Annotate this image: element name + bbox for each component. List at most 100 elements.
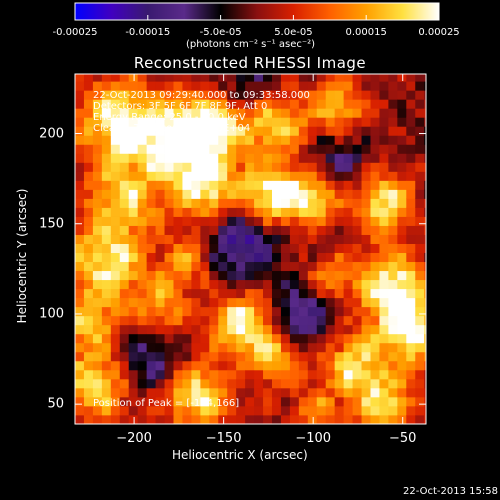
heatmap-cell (415, 171, 425, 181)
heatmap-cell (146, 74, 156, 82)
heatmap-cell (298, 306, 309, 317)
heatmap-cell (119, 90, 130, 100)
heatmap-cell (316, 171, 327, 181)
heatmap-cell (254, 117, 264, 127)
heatmap-cell (352, 153, 362, 163)
heatmap-cell (307, 99, 318, 109)
heatmap-cell (173, 252, 183, 263)
heatmap-cell (218, 288, 228, 299)
heatmap-cell (370, 216, 380, 226)
heatmap-cell (334, 74, 345, 82)
heatmap-cell (110, 369, 121, 380)
heatmap-cell (101, 216, 112, 226)
heatmap-cell (182, 360, 192, 371)
heatmap-cell (379, 162, 389, 172)
heatmap-cell (236, 252, 246, 263)
heatmap-cell (388, 207, 398, 217)
heatmap-cell (307, 81, 318, 91)
heatmap-cell (218, 189, 228, 199)
heatmap-cell (298, 369, 309, 380)
heatmap-cell (343, 243, 353, 254)
heatmap-cell (200, 297, 210, 308)
heatmap-cell (352, 252, 362, 263)
heatmap-cell (137, 171, 148, 181)
annotation-detectors: Detectors: 3F 5F 6F 7F 8F 9F, Att 0 (93, 101, 268, 112)
heatmap-cell (397, 252, 407, 263)
heatmap-cell (101, 81, 112, 91)
heatmap-cell (191, 108, 201, 118)
heatmap-cell (370, 414, 380, 424)
heatmap-cell (361, 234, 371, 244)
heatmap-cell (191, 189, 201, 199)
heatmap-cell (298, 378, 309, 389)
heatmap-cell (271, 396, 282, 407)
heatmap-cell (92, 207, 103, 217)
heatmap-cell (263, 180, 273, 190)
heatmap-cell (379, 360, 389, 371)
heatmap-cell (415, 405, 425, 416)
heatmap-cell (316, 270, 327, 281)
colorbar-unit-label: (photons cm⁻² s⁻¹ asec⁻²) (186, 39, 316, 50)
heatmap-cell (280, 234, 291, 244)
heatmap-cell (343, 405, 353, 416)
heatmap-cell (227, 207, 237, 217)
heatmap-cell (307, 252, 318, 263)
heatmap-cell (343, 108, 353, 118)
heatmap-cell (119, 126, 130, 136)
heatmap-cell (155, 288, 165, 299)
heatmap-cell (263, 74, 273, 82)
heatmap-cell (343, 117, 353, 127)
heatmap-cell (352, 99, 362, 109)
heatmap-cell (119, 306, 130, 317)
heatmap-cell (83, 180, 94, 190)
heatmap-cell (155, 315, 165, 326)
heatmap-cell (191, 270, 201, 281)
heatmap-cell (325, 261, 336, 272)
heatmap-cell (218, 387, 228, 398)
heatmap-cell (191, 153, 201, 163)
heatmap-cell (254, 342, 264, 353)
heatmap-cell (173, 261, 183, 272)
heatmap-cell (155, 162, 165, 172)
heatmap-cell (388, 126, 398, 136)
heatmap-cell (191, 144, 201, 154)
heatmap-cell (155, 243, 165, 254)
heatmap-cell (236, 162, 246, 172)
heatmap-cell (325, 306, 336, 317)
heatmap-cell (128, 252, 139, 263)
heatmap-cell (245, 144, 255, 154)
heatmap-cell (280, 216, 291, 226)
heatmap-cell (173, 297, 183, 308)
heatmap-cell (289, 90, 300, 100)
heatmap-cell (280, 378, 291, 389)
heatmap-cell (164, 324, 174, 335)
heatmap-cell (83, 333, 94, 344)
heatmap-cell (83, 171, 94, 181)
heatmap-cell (334, 81, 345, 91)
heatmap-cell (227, 342, 237, 353)
heatmap-cell (164, 153, 174, 163)
heatmap-cell (182, 315, 192, 326)
heatmap-cell (218, 153, 228, 163)
heatmap-cell (200, 117, 210, 127)
heatmap-cell (236, 315, 246, 326)
heatmap-cell (182, 234, 192, 244)
heatmap-cell (406, 414, 416, 424)
heatmap-cell (325, 117, 336, 127)
heatmap-cell (343, 74, 353, 82)
heatmap-cell (263, 369, 273, 380)
heatmap-cell (370, 270, 380, 281)
heatmap-cell (343, 387, 353, 398)
heatmap-cell (254, 414, 264, 424)
heatmap-cell (263, 261, 273, 272)
heatmap-cell (110, 378, 121, 389)
heatmap-cell (254, 369, 264, 380)
heatmap-cell (200, 180, 210, 190)
heatmap-cell (119, 351, 130, 362)
heatmap-cell (110, 342, 121, 353)
heatmap-cell (289, 405, 300, 416)
heatmap-cell (289, 378, 300, 389)
heatmap-cell (128, 90, 139, 100)
heatmap-cell (209, 324, 219, 335)
heatmap-cell (173, 90, 183, 100)
